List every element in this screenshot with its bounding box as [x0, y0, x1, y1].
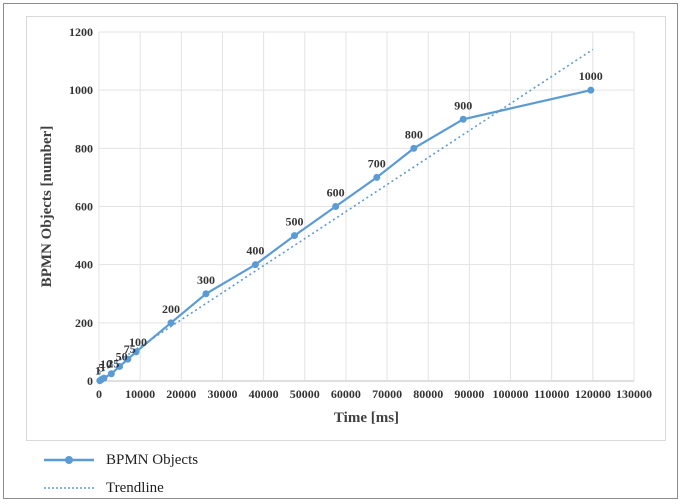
plot-area-border: 0 200 400 600 800 1000 1200 0 10000 20000 30000 40…	[26, 16, 666, 441]
data-labels: 1510255075100200300400500600700800900100…	[95, 69, 603, 378]
data-point	[100, 375, 107, 382]
legend-label-trendline: Trendline	[106, 480, 164, 497]
legend-dotted-line-icon	[44, 481, 94, 495]
data-point	[291, 232, 298, 239]
data-label: 400	[246, 244, 264, 258]
x-tick-label: 70000	[372, 387, 402, 401]
data-label: 200	[162, 302, 180, 316]
series-layer	[96, 49, 594, 384]
y-tick-label: 800	[75, 141, 93, 155]
data-point	[203, 290, 210, 297]
data-label: 500	[285, 215, 303, 229]
data-point	[410, 145, 417, 152]
x-tick-label: 130000	[616, 387, 652, 401]
y-tick-label: 1200	[69, 25, 93, 39]
x-tick-label: 30000	[207, 387, 237, 401]
y-tick-label: 400	[75, 258, 93, 272]
y-axis-title: BPMN Objects [number]	[39, 126, 55, 288]
y-axis-ticks: 0 200 400 600 800 1000 1200	[69, 25, 93, 388]
x-tick-label: 80000	[413, 387, 443, 401]
data-label: 800	[405, 127, 423, 141]
data-point	[460, 116, 467, 123]
x-axis-ticks: 0 10000 20000 30000 40000 50000 60000 70000 8000…	[96, 387, 652, 401]
data-label: 300	[197, 273, 215, 287]
x-tick-label: 50000	[290, 387, 320, 401]
data-label: 600	[327, 186, 345, 200]
legend: BPMN Objects Trendline	[44, 448, 444, 504]
y-tick-label: 0	[87, 374, 93, 388]
legend-item-trendline: Trendline	[44, 476, 444, 500]
x-tick-label: 120000	[575, 387, 611, 401]
line-chart: 0 200 400 600 800 1000 1200 0 10000 20000 30000 40…	[27, 17, 667, 442]
data-point	[332, 203, 339, 210]
legend-item-bpmn-objects: BPMN Objects	[44, 448, 444, 472]
data-point	[587, 87, 594, 94]
y-tick-label: 1000	[69, 83, 93, 97]
data-label: 700	[368, 156, 386, 170]
x-tick-label: 90000	[454, 387, 484, 401]
x-tick-label: 100000	[493, 387, 529, 401]
data-label: 900	[454, 98, 472, 112]
data-label: 1000	[579, 69, 603, 83]
x-axis-title: Time [ms]	[334, 410, 399, 426]
y-tick-label: 200	[75, 316, 93, 330]
x-tick-label: 0	[96, 387, 102, 401]
data-point	[168, 319, 175, 326]
x-tick-label: 110000	[534, 387, 569, 401]
y-tick-label: 600	[75, 200, 93, 214]
data-point	[108, 370, 115, 377]
x-tick-label: 40000	[249, 387, 279, 401]
x-tick-label: 20000	[166, 387, 196, 401]
x-tick-label: 60000	[331, 387, 361, 401]
data-label: 100	[129, 335, 147, 349]
data-point	[252, 261, 259, 268]
x-tick-label: 10000	[125, 387, 155, 401]
gridlines	[99, 32, 634, 381]
series-line-bpmn-objects	[100, 90, 591, 381]
legend-marker-line-icon	[44, 453, 94, 467]
legend-label-bpmn-objects: BPMN Objects	[106, 452, 198, 469]
chart-frame: 0 200 400 600 800 1000 1200 0 10000 20000 30000 40…	[3, 3, 678, 499]
data-point	[373, 174, 380, 181]
